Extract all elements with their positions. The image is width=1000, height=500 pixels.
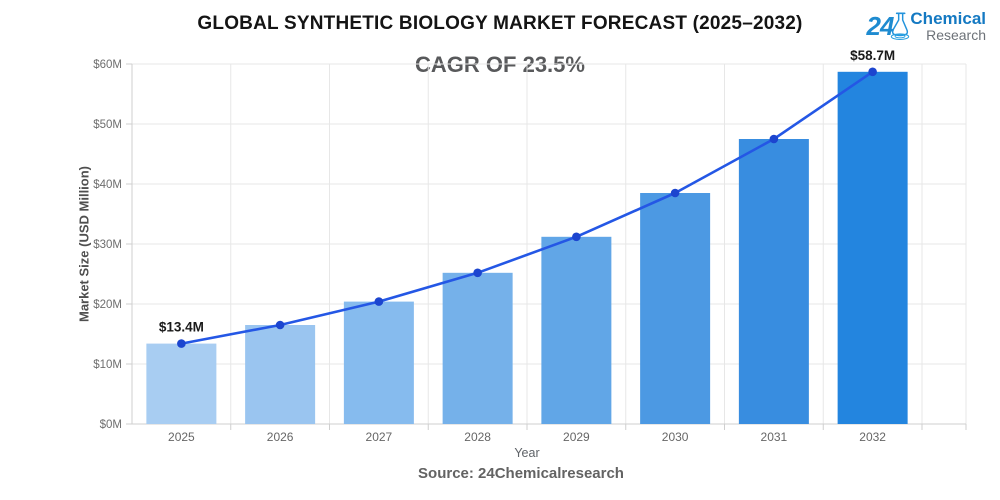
y-tick-label: $10M — [93, 359, 122, 371]
company-logo[interactable]: 24 Chemical Research — [866, 8, 986, 44]
y-axis-title: Market Size (USD Million) — [76, 165, 92, 323]
x-tick-label-2026: 2026 — [267, 430, 294, 444]
flask-icon — [891, 12, 910, 40]
y-tick-label: $30M — [93, 239, 122, 251]
marker-2026 — [275, 320, 285, 330]
y-tick-label: $60M — [93, 59, 122, 71]
bar-2030 — [640, 193, 711, 424]
x-tick-label-2031: 2031 — [761, 430, 788, 444]
marker-2030 — [670, 188, 680, 198]
x-tick-label-2028: 2028 — [464, 430, 491, 444]
marker-2031 — [769, 134, 779, 144]
trend-line — [180, 70, 874, 345]
x-tick-label-2032: 2032 — [859, 430, 886, 444]
logo-number: 24 — [866, 11, 894, 41]
x-tick-label-2030: 2030 — [662, 430, 689, 444]
marker-2032 — [868, 67, 877, 77]
x-tick-label-2027: 2027 — [366, 430, 393, 444]
marker-2029 — [572, 232, 581, 242]
y-tick-label: $50M — [93, 119, 122, 131]
x-axis-title: Year — [514, 446, 540, 460]
y-tick-label: $0M — [100, 419, 122, 431]
logo-word-chemical: Chemical — [910, 8, 986, 28]
marker-2027 — [374, 297, 384, 306]
page-title: GLOBAL SYNTHETIC BIOLOGY MARKET FORECAST… — [197, 13, 803, 34]
y-tick-label: $20M — [93, 299, 122, 311]
bar-2027 — [343, 301, 414, 424]
bar-2031 — [738, 139, 809, 424]
x-tick-label-2025: 2025 — [168, 430, 195, 444]
source-note: Source: 24Chemicalresearch — [418, 465, 624, 482]
x-tick-label-2029: 2029 — [563, 430, 590, 444]
y-tick-label: $40M — [93, 179, 122, 191]
bar-2025 — [146, 343, 217, 424]
bar-2032 — [837, 71, 908, 425]
marker-2028 — [473, 268, 482, 278]
data-label-2032: $58.7M — [850, 48, 895, 63]
data-label-2025: $13.4M — [159, 320, 204, 335]
logo-word-research: Research — [926, 26, 986, 43]
marker-2025 — [177, 339, 186, 348]
bar-2028 — [442, 272, 513, 424]
bar-2029 — [541, 236, 612, 424]
bar-2026 — [245, 325, 316, 424]
